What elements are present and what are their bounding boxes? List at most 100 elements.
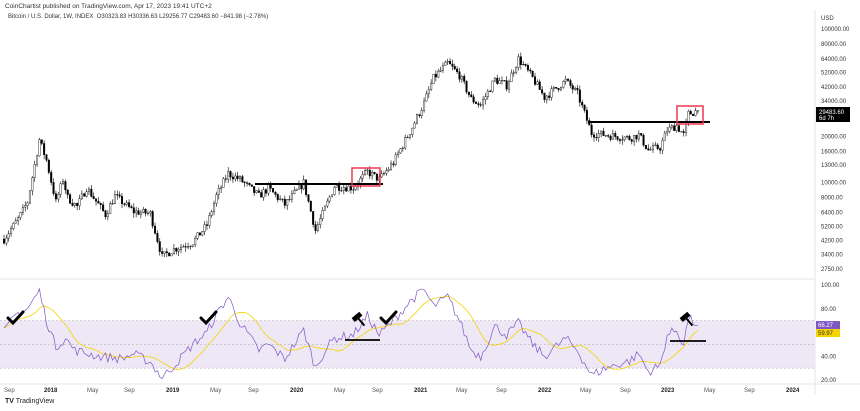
candle-down [659,148,662,151]
candle-down [519,56,522,65]
candle-up [73,203,76,206]
candle-down [137,210,140,215]
candle-up [512,72,515,74]
candle-up [696,110,699,112]
candle-down [116,194,119,196]
candle-up [298,184,301,190]
candle-down [677,125,680,132]
candle-down [102,204,105,211]
time-tick: 2020 [290,388,304,394]
time-tick: 2024 [786,388,800,394]
candle-down [595,137,598,139]
candle-up [36,155,39,165]
candle-down [205,224,208,226]
candle-down [253,186,256,193]
candle-down [630,139,633,142]
candle-up [408,134,411,138]
candle-up [685,121,688,133]
candle-down [470,94,473,98]
candle-down [682,131,685,133]
candle-down [569,80,572,86]
candle-up [85,191,88,197]
candle-up [179,246,182,250]
candle-down [590,124,593,136]
candle-down [531,70,534,77]
time-tick: May [456,388,467,394]
candle-up [380,173,383,178]
candle-up [234,175,237,180]
candle-up [220,187,223,189]
candle-up [347,185,350,192]
candle-down [647,148,650,151]
candle-up [7,233,10,239]
candle-up [279,198,282,200]
time-tick: May [334,388,345,394]
candle-down [543,92,546,100]
candle-up [10,228,13,234]
candle-up [390,163,393,170]
candle-up [411,127,414,135]
candle-up [486,90,489,98]
candle-up [441,65,444,71]
time-tick: Sep [744,388,755,394]
candle-up [649,149,652,151]
candle-up [335,184,338,188]
candle-up [508,81,511,90]
candle-up [460,76,463,80]
candle-up [559,87,562,90]
candle-up [109,203,112,214]
candle-down [165,251,168,254]
ma-value-badge [816,329,840,338]
candle-down [451,63,454,67]
rsi-ma-line [3,295,699,371]
candle-down [635,135,638,140]
candle-down [250,184,253,187]
rsi-tick: 80.00 [821,307,837,313]
candle-up [361,174,364,179]
candle-down [184,246,187,248]
candle-up [57,194,60,200]
candle-up [21,206,24,213]
candle-up [146,212,149,214]
candle-up [385,170,388,174]
tradingview-brand[interactable]: TV TradingView [5,398,54,405]
candle-down [505,80,508,90]
candle-up [666,131,669,134]
candle-down [154,225,157,234]
candle-up [201,231,204,236]
candle-down [349,185,352,191]
candle-up [227,171,230,180]
last-price-label: 29483.60 [819,110,845,116]
candle-down [161,251,164,254]
candle-up [316,224,319,231]
time-tick: Sep [372,388,383,394]
price-tick: 10000.00 [821,181,847,187]
candle-up [354,186,357,190]
candle-up [286,199,289,206]
candle-up [626,135,629,138]
time-tick: 2021 [414,388,428,394]
ohlc-values: O30323.83 H30336.63 L29256.77 C29483.60 … [96,14,269,20]
candle-up [611,133,614,140]
candle-down [609,135,612,140]
price-tick: 16000.00 [821,149,847,155]
candle-down [375,173,378,181]
candle-down [640,133,643,136]
candle-up [352,189,355,191]
price-tick: 52000.00 [821,71,847,77]
candle-down [305,179,308,195]
candle-down [529,69,532,72]
candle-up [238,176,241,179]
candle-down [578,89,581,103]
checkmark-icon [379,310,398,326]
candle-down [458,71,461,80]
candle-down [571,85,574,90]
candle-up [423,100,426,111]
candle-down [168,252,171,257]
candle-down [76,203,79,206]
candle-down [83,193,86,197]
candle-up [437,71,440,78]
candle-down [472,96,475,103]
